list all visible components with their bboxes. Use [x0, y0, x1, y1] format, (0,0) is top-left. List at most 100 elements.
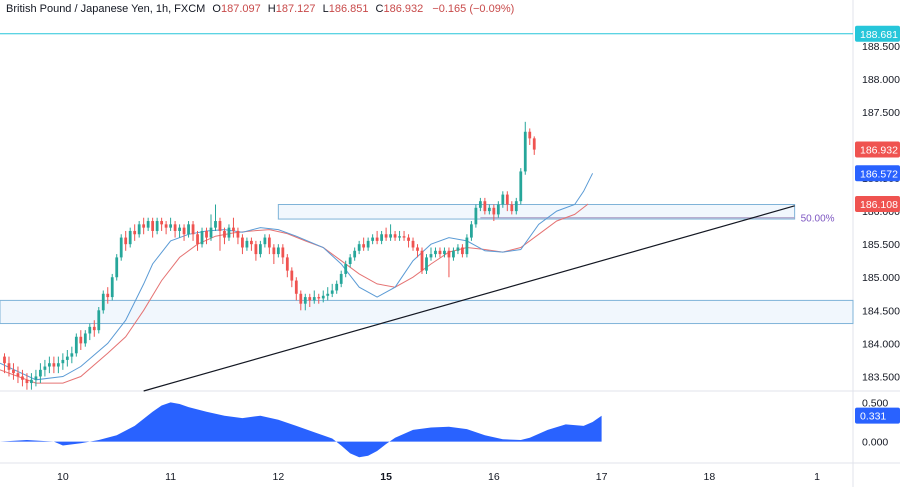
time-tick-label: 15 [380, 471, 392, 483]
candle-body [496, 204, 500, 215]
candle-body [115, 257, 119, 278]
candle-body [438, 250, 442, 255]
candle-body [146, 221, 150, 228]
candle-body [258, 244, 262, 255]
candle-body [223, 230, 226, 238]
price-badge-text: 188.681 [860, 29, 898, 41]
price-tick-label: 184.500 [862, 305, 900, 317]
candle-body [407, 237, 410, 241]
candle-body [294, 280, 298, 294]
price-badge-text: 186.572 [860, 168, 898, 180]
candle-body [357, 244, 361, 251]
candle-body [196, 234, 199, 245]
candle-body [299, 293, 303, 304]
price-badge [855, 165, 900, 182]
price-badge [855, 141, 900, 158]
candle-body [514, 201, 518, 212]
price-tick-label: 184.000 [862, 338, 900, 350]
candle-body [245, 240, 249, 248]
price-tick-label: 188.000 [862, 74, 900, 86]
candle-body [443, 250, 446, 255]
candle-body [505, 194, 509, 205]
price-tick-label: 185.500 [862, 239, 900, 251]
candle-body [267, 237, 271, 248]
candle-body [384, 234, 388, 238]
candle-body [101, 293, 105, 311]
candle-body [425, 257, 428, 271]
candle-body [411, 240, 415, 248]
candle-body [173, 224, 177, 231]
candle-body [353, 250, 357, 258]
high-value: 187.127 [276, 3, 316, 15]
candle-body [470, 224, 473, 238]
candle-body [272, 247, 276, 255]
candle-body [3, 356, 6, 364]
candle-body [83, 333, 87, 344]
osc-current-badge [855, 407, 900, 424]
candle-body [16, 373, 20, 377]
candle-body [483, 201, 487, 212]
candle-body [398, 236, 401, 238]
candle-body [474, 207, 478, 225]
oscillator-axis[interactable]: 0.500 0.000 0.331 [855, 397, 900, 449]
time-axis[interactable]: 10 11 12 15 16 17 18 1 [57, 471, 820, 483]
candle-body [420, 250, 424, 271]
candle-body [371, 237, 375, 241]
candle-body [34, 376, 38, 380]
candle-body [88, 326, 92, 334]
close-label: C [376, 3, 384, 15]
candle-body [236, 230, 240, 238]
candle-body [308, 297, 312, 301]
candle-body [478, 201, 482, 208]
candle-body [461, 247, 464, 255]
ascending-trendline[interactable] [143, 205, 795, 392]
candle-body [110, 277, 114, 298]
candle-body [241, 237, 244, 248]
candle-body [254, 244, 258, 255]
candle-body [187, 224, 190, 235]
candle-body [263, 237, 267, 245]
candle-body [30, 379, 33, 384]
candle-body [330, 290, 334, 294]
candle-body [416, 247, 419, 251]
candle-body [501, 194, 505, 205]
candle-body [74, 336, 78, 354]
price-tick-label: 183.500 [862, 371, 900, 383]
osc-current-value: 0.331 [860, 411, 886, 423]
candle-body [303, 297, 307, 304]
oscillator-pane [0, 402, 602, 458]
candle-body [155, 221, 159, 231]
candle-body [7, 363, 11, 370]
candle-body [321, 295, 325, 299]
moving-averages-layer [0, 173, 594, 384]
open-value: 187.097 [221, 3, 261, 15]
candle-body [92, 326, 96, 331]
candle-body [317, 297, 321, 299]
candle-body [452, 250, 455, 258]
zones-layer: 50.00% [0, 204, 854, 325]
price-tick-label: 188.500 [862, 41, 900, 53]
candle-body [79, 336, 83, 344]
candle-body [285, 257, 289, 271]
candle-body [519, 171, 523, 202]
candle-body [232, 227, 235, 231]
candle-body [227, 227, 231, 238]
symbol-title[interactable]: British Pound / Japanese Yen, 1h, FXCM [6, 3, 205, 15]
candle-body [487, 207, 491, 212]
candle-body [178, 227, 181, 231]
candle-body [137, 224, 141, 235]
candle-body [205, 230, 208, 238]
candle-body [61, 359, 65, 364]
price-badge [855, 195, 900, 212]
candle-body [12, 369, 15, 374]
time-tick-label: 12 [273, 471, 285, 483]
candle-body [348, 257, 352, 265]
candle-body [56, 363, 60, 367]
price-badge [855, 25, 900, 42]
chart-header[interactable]: British Pound / Japanese Yen, 1h, FXCM O… [6, 3, 514, 15]
candle-body [510, 204, 514, 212]
candle-body [21, 376, 24, 380]
zone-box-0 [277, 204, 796, 220]
candle-body [133, 230, 137, 235]
